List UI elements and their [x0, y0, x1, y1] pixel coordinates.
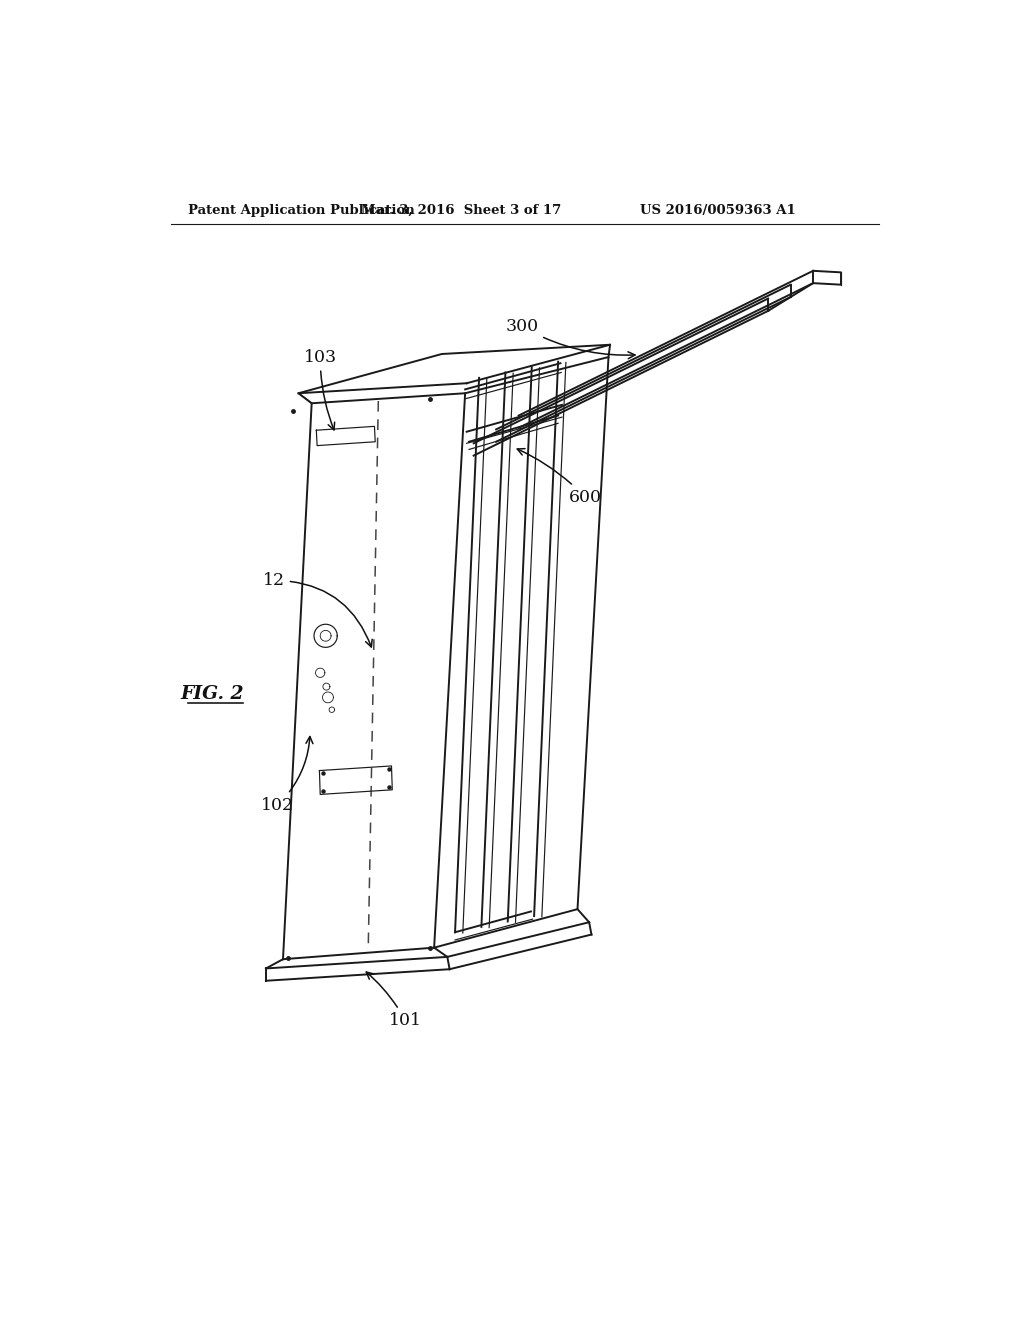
Text: Patent Application Publication: Patent Application Publication [188, 205, 415, 218]
Text: 12: 12 [262, 572, 372, 647]
Text: 101: 101 [367, 972, 422, 1030]
Text: Mar. 3, 2016  Sheet 3 of 17: Mar. 3, 2016 Sheet 3 of 17 [361, 205, 561, 218]
Text: US 2016/0059363 A1: US 2016/0059363 A1 [640, 205, 796, 218]
Text: 103: 103 [304, 348, 337, 430]
Text: 300: 300 [505, 318, 635, 359]
Text: 102: 102 [261, 737, 313, 813]
Text: FIG. 2: FIG. 2 [180, 685, 244, 702]
Text: 600: 600 [517, 449, 602, 506]
